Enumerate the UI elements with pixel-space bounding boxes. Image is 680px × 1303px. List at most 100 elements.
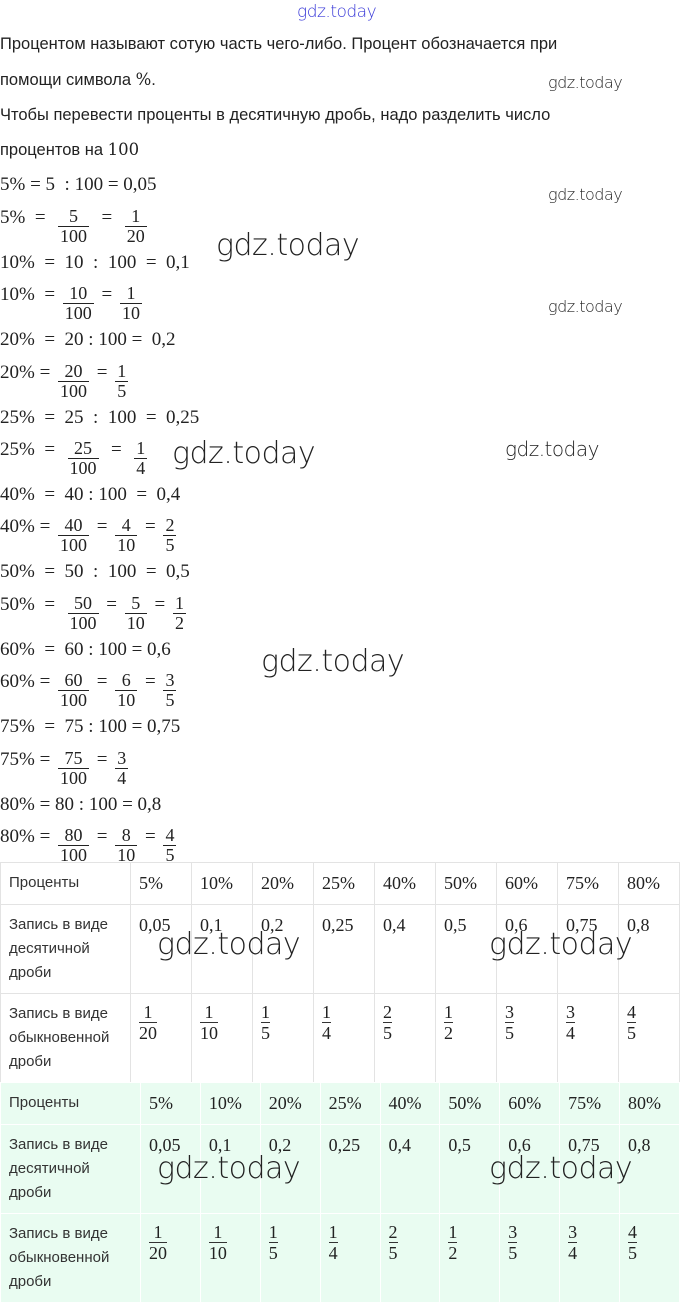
denominator: 4 [115,767,129,785]
rule-text: процентов на [0,141,108,159]
fraction: 1 20 [149,1222,167,1263]
intro-period: . [151,71,156,89]
numerator: 1 [136,437,146,458]
fraction: 80 100 [58,825,90,863]
math-text: 60% = [0,671,56,693]
watermark: gdz.today [261,644,405,679]
table-cell: 0,8 [618,904,680,994]
fraction: 25 100 [67,437,99,476]
table-cell: 0,4 [379,1124,441,1214]
math-line: 60% = 60 : 100 = 0,6 [0,630,171,669]
numerator: 1 [328,1222,338,1242]
denominator: 100 [62,303,94,321]
numerator: 1 [131,205,141,226]
numerator: 1 [126,283,136,304]
math-line: 50% = 50 : 100 = 0,5 [0,553,190,592]
numerator: 1 [153,1222,163,1242]
table-cell: 1 20 [140,1213,201,1303]
conversion-table: Проценты 5% 10% 20% 25% 40% 50% 60% 75% 80% Запись… [0,862,680,1083]
denominator: 4 [568,1242,578,1263]
numerator: 1 [204,1002,214,1022]
denominator: 20 [139,1022,157,1043]
math-line: 40% = 40 : 100 = 0,4 [0,476,180,515]
fraction: 1 20 [124,205,147,243]
table-cell: 0,5 [435,904,497,994]
denominator: 100 [58,844,90,863]
table-cell: 0,75 [557,904,619,994]
fraction: 4 10 [115,516,138,553]
table-row: Запись в виде десятичной дроби 0,05 0,1 0,2… [0,1124,680,1214]
table-cell: 1 10 [191,993,253,1083]
table-row: Запись в виде обыкновенной дроби 1 20 1 10 1 5… [0,1213,680,1303]
numerator: 60 [64,670,83,691]
numerator: 25 [74,437,93,458]
math-text: 40% = [0,516,56,538]
numerator: 2 [388,1222,398,1242]
numerator: 1 [117,360,127,381]
math-line: 25% = 25 : 100 = 0,25 [0,398,199,437]
math-text: 20% = [0,361,56,383]
table-row: Проценты 5% 10% 20% 25% 40% 50% 60% 75% 80% [0,1082,680,1125]
table-cell: 50% [439,1082,501,1125]
table-cell: 60% [496,862,558,905]
table-cell: 5% [140,1082,201,1125]
table-cell: 40% [374,862,436,905]
watermark: gdz.today [548,185,623,204]
numerator: 50 [74,592,93,613]
fraction: 6 10 [115,671,138,708]
numerator: 1 [322,1002,331,1022]
math-text: = [92,825,113,847]
math-text: 60% = 60 : 100 = 0,6 [0,638,171,660]
denominator: 10 [120,303,143,321]
numerator: 1 [268,1222,278,1242]
denominator: 5 [163,690,177,708]
watermark-top: gdz.today [297,2,377,22]
fraction: 60 100 [58,670,90,708]
table-cell: 20% [259,1082,321,1125]
math-text: = [140,671,161,693]
fraction: 1 10 [120,283,143,321]
percent-symbol: % [135,70,152,89]
numerator: 4 [627,1002,636,1022]
denominator: 100 [67,457,99,476]
denominator: 5 [508,1242,518,1263]
denominator: 5 [627,1022,636,1043]
table-cell: 80% [619,1082,680,1125]
denominator: 4 [322,1022,331,1043]
table-row: Проценты 5% 10% 20% 25% 40% 50% 60% 75% 80% [0,862,680,905]
denominator: 20 [124,225,147,243]
math-text: 10% = 10 : 100 = 0,1 [0,251,190,273]
math-text: 80% = 80 : 100 = 0,8 [0,793,162,815]
math-text: 25% = 25 : 100 = 0,25 [0,406,200,428]
math-text: 20% = 20 : 100 = 0,2 [0,329,176,351]
table-cell: 50% [435,862,497,905]
table-cell: 60% [499,1082,561,1125]
math-text: 5% = [0,206,56,228]
math-text: 25% = [0,438,65,460]
fraction: 5 100 [58,206,90,243]
table-cell: 1 20 [130,993,192,1083]
numerator: 3 [566,1002,575,1022]
numerator: 40 [64,515,83,536]
table-cell: 0,1 [191,904,253,994]
numerator: 3 [505,1002,514,1022]
numerator: 1 [261,1002,270,1022]
fraction: 50 100 [67,592,99,630]
math-text: = [140,516,161,538]
